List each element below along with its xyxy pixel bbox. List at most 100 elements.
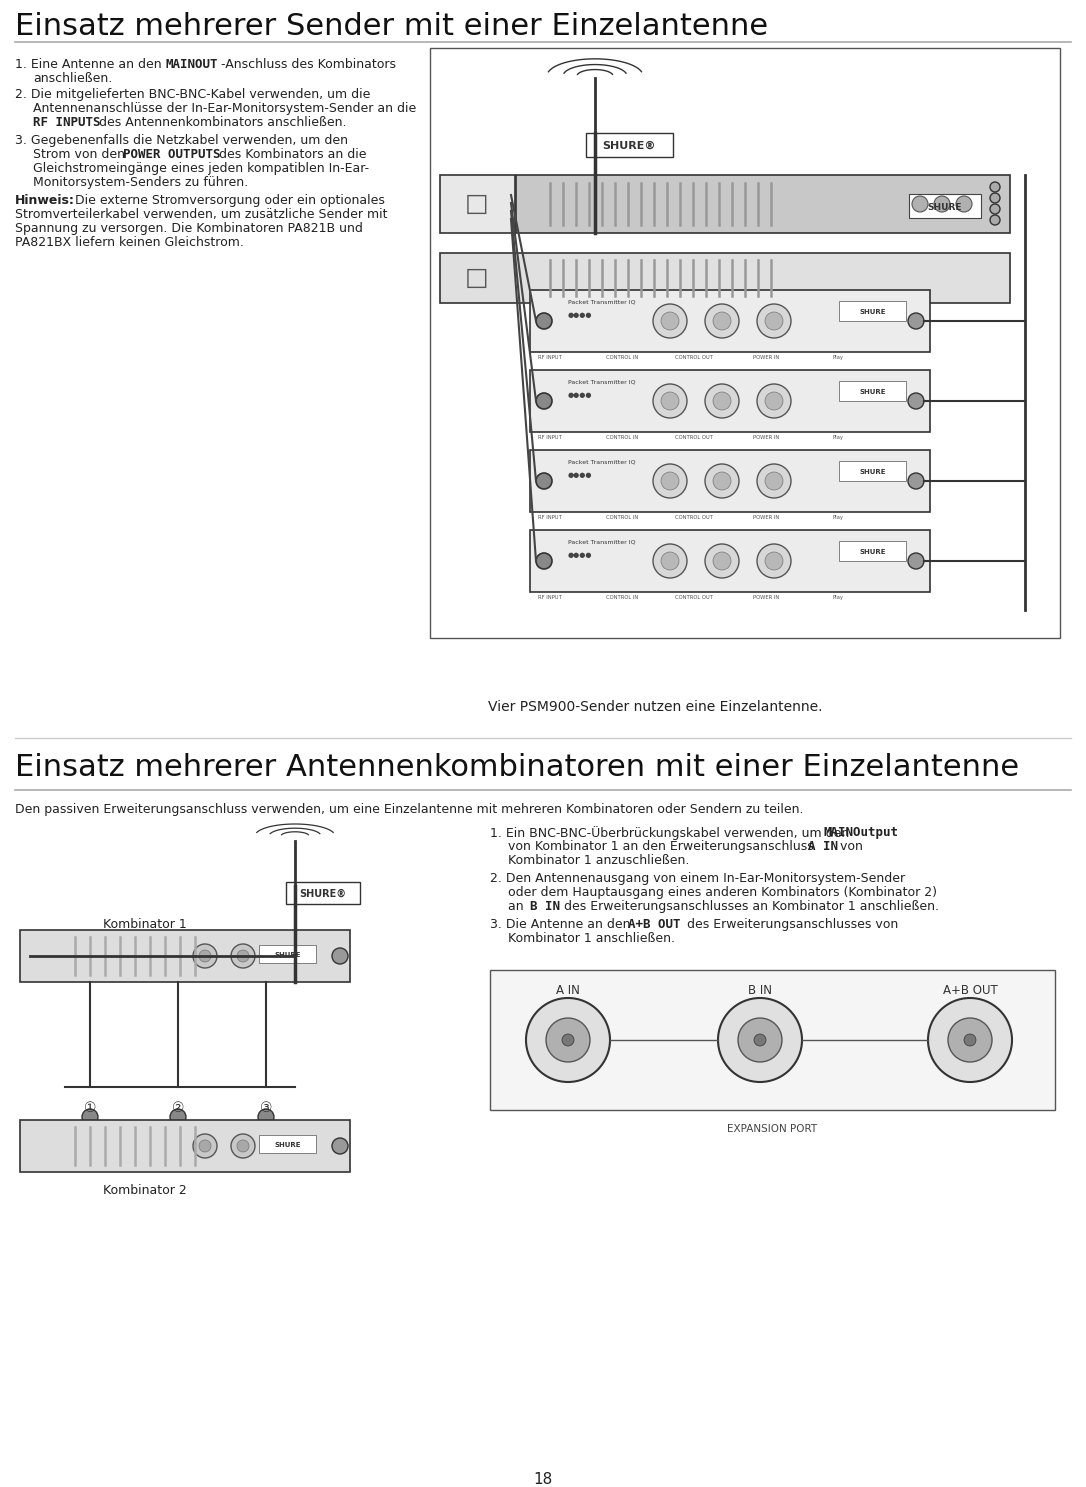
Text: ①: ① bbox=[84, 1100, 97, 1115]
Text: POWER IN: POWER IN bbox=[753, 355, 779, 360]
Text: CONTROL IN: CONTROL IN bbox=[606, 515, 639, 520]
Text: ③: ③ bbox=[260, 1100, 273, 1115]
Text: Play: Play bbox=[833, 355, 844, 360]
Text: □: □ bbox=[465, 266, 489, 290]
Text: Play: Play bbox=[833, 595, 844, 599]
Circle shape bbox=[561, 1033, 574, 1045]
Text: Den passiven Erweiterungsanschluss verwenden, um eine Einzelantenne mit mehreren: Den passiven Erweiterungsanschluss verwe… bbox=[15, 803, 804, 816]
Circle shape bbox=[714, 393, 731, 410]
Circle shape bbox=[718, 998, 801, 1083]
Text: anschließen.: anschließen. bbox=[33, 71, 112, 85]
Text: RF INPUT: RF INPUT bbox=[538, 436, 561, 440]
Bar bbox=[530, 370, 930, 433]
Circle shape bbox=[912, 196, 929, 213]
Circle shape bbox=[990, 204, 1000, 214]
Text: Packet Transmitter IQ: Packet Transmitter IQ bbox=[568, 300, 635, 305]
Circle shape bbox=[536, 312, 552, 329]
Circle shape bbox=[705, 544, 738, 578]
Circle shape bbox=[237, 950, 249, 962]
Circle shape bbox=[908, 393, 924, 409]
Circle shape bbox=[258, 1109, 274, 1126]
Circle shape bbox=[193, 1135, 217, 1158]
FancyBboxPatch shape bbox=[839, 300, 906, 321]
Circle shape bbox=[653, 384, 687, 418]
Circle shape bbox=[661, 471, 679, 491]
Text: CONTROL OUT: CONTROL OUT bbox=[675, 595, 714, 599]
Circle shape bbox=[83, 1109, 98, 1126]
Circle shape bbox=[231, 944, 255, 968]
FancyBboxPatch shape bbox=[258, 946, 316, 964]
Text: ●●●●: ●●●● bbox=[568, 393, 593, 399]
Circle shape bbox=[661, 552, 679, 570]
FancyBboxPatch shape bbox=[586, 132, 673, 158]
Bar bbox=[490, 970, 1055, 1109]
Circle shape bbox=[765, 552, 783, 570]
Circle shape bbox=[705, 384, 738, 418]
Text: 3. Gegebenenfalls die Netzkabel verwenden, um den: 3. Gegebenenfalls die Netzkabel verwende… bbox=[15, 134, 348, 147]
Text: SHURE: SHURE bbox=[275, 1142, 301, 1148]
Text: CONTROL IN: CONTROL IN bbox=[606, 595, 639, 599]
Circle shape bbox=[546, 1019, 590, 1062]
Circle shape bbox=[705, 464, 738, 498]
Text: RF INPUT: RF INPUT bbox=[538, 515, 561, 520]
Text: Hinweis:: Hinweis: bbox=[15, 193, 75, 207]
Bar bbox=[20, 929, 350, 981]
FancyBboxPatch shape bbox=[286, 882, 359, 904]
Text: oder dem Hauptausgang eines anderen Kombinators (Kombinator 2): oder dem Hauptausgang eines anderen Komb… bbox=[508, 886, 937, 900]
Text: des Erweiterungsanschlusses von: des Erweiterungsanschlusses von bbox=[683, 917, 898, 931]
Circle shape bbox=[536, 553, 552, 570]
Text: CONTROL IN: CONTROL IN bbox=[606, 355, 639, 360]
Text: des Erweiterungsanschlusses an Kombinator 1 anschließen.: des Erweiterungsanschlusses an Kombinato… bbox=[560, 900, 939, 913]
Circle shape bbox=[332, 949, 348, 964]
Circle shape bbox=[990, 181, 1000, 192]
Bar bbox=[530, 290, 930, 352]
Circle shape bbox=[934, 196, 950, 213]
Text: A+B OUT: A+B OUT bbox=[628, 917, 681, 931]
Text: Play: Play bbox=[833, 436, 844, 440]
Circle shape bbox=[908, 553, 924, 570]
Circle shape bbox=[705, 303, 738, 338]
Text: SHURE: SHURE bbox=[860, 309, 886, 315]
Text: von Kombinator 1 an den Erweiterungsanschluss: von Kombinator 1 an den Erweiterungsansc… bbox=[508, 840, 818, 854]
Text: MAINOutput: MAINOutput bbox=[823, 825, 898, 839]
Text: A IN: A IN bbox=[808, 840, 838, 854]
FancyBboxPatch shape bbox=[839, 461, 906, 480]
Circle shape bbox=[765, 312, 783, 330]
Text: Kombinator 1 anzuschließen.: Kombinator 1 anzuschließen. bbox=[508, 854, 690, 867]
Bar bbox=[530, 529, 930, 592]
Bar bbox=[20, 1120, 350, 1172]
Text: Stromverteilerkabel verwenden, um zusätzliche Sender mit: Stromverteilerkabel verwenden, um zusätz… bbox=[15, 208, 388, 222]
FancyBboxPatch shape bbox=[258, 1135, 316, 1152]
Circle shape bbox=[757, 544, 791, 578]
Text: SHURE: SHURE bbox=[927, 202, 962, 211]
FancyBboxPatch shape bbox=[839, 381, 906, 401]
Text: Packet Transmitter IQ: Packet Transmitter IQ bbox=[568, 540, 635, 546]
Text: EXPANSION PORT: EXPANSION PORT bbox=[727, 1124, 817, 1135]
Circle shape bbox=[757, 303, 791, 338]
Text: -Anschluss des Kombinators: -Anschluss des Kombinators bbox=[220, 58, 396, 71]
Circle shape bbox=[193, 944, 217, 968]
Text: SHURE: SHURE bbox=[275, 952, 301, 958]
Circle shape bbox=[661, 393, 679, 410]
Circle shape bbox=[754, 1033, 766, 1045]
Text: A+B OUT: A+B OUT bbox=[943, 984, 997, 996]
Circle shape bbox=[738, 1019, 782, 1062]
Circle shape bbox=[964, 1033, 976, 1045]
FancyBboxPatch shape bbox=[909, 193, 981, 219]
Circle shape bbox=[199, 950, 211, 962]
Circle shape bbox=[536, 473, 552, 489]
Circle shape bbox=[908, 473, 924, 489]
Text: Antennenanschlüsse der In-Ear-Monitorsystem-Sender an die: Antennenanschlüsse der In-Ear-Monitorsys… bbox=[33, 103, 416, 114]
Text: SHURE: SHURE bbox=[860, 549, 886, 555]
Text: an: an bbox=[508, 900, 528, 913]
Circle shape bbox=[929, 998, 1012, 1083]
Circle shape bbox=[714, 471, 731, 491]
Text: RF INPUT: RF INPUT bbox=[538, 355, 561, 360]
Bar bbox=[516, 175, 1010, 233]
Text: ●●●●: ●●●● bbox=[568, 552, 593, 558]
Circle shape bbox=[765, 471, 783, 491]
Text: SHURE®: SHURE® bbox=[603, 141, 656, 152]
Text: 2. Den Antennenausgang von einem In-Ear-Monitorsystem-Sender: 2. Den Antennenausgang von einem In-Ear-… bbox=[490, 871, 905, 885]
Text: ●●●●: ●●●● bbox=[568, 312, 593, 318]
Text: Die externe Stromversorgung oder ein optionales: Die externe Stromversorgung oder ein opt… bbox=[71, 193, 384, 207]
